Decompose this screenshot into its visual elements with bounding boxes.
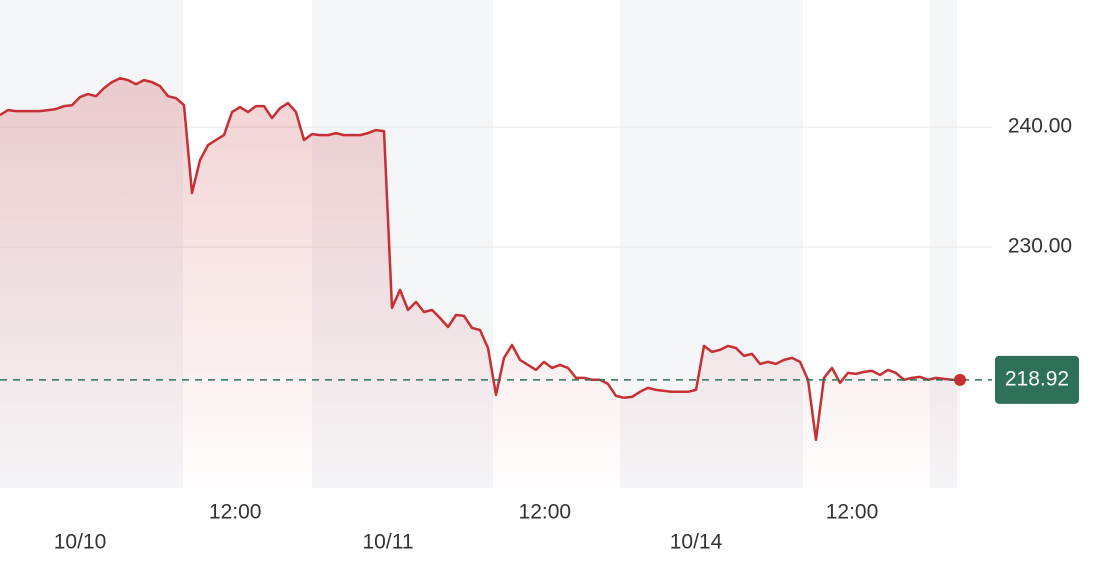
last-point xyxy=(954,373,966,386)
x-tick-label: 10/11 xyxy=(363,531,414,554)
last-price-label: 218.92 xyxy=(1005,367,1069,390)
x-tick-label: 12:00 xyxy=(209,501,262,524)
price-line xyxy=(0,76,960,442)
last-price-badge xyxy=(995,355,1079,404)
x-tick-label: 12:00 xyxy=(519,501,572,524)
x-tick-label: 12:00 xyxy=(826,501,879,524)
x-tick-label: 10/14 xyxy=(670,531,723,554)
y-tick-label: 230.00 xyxy=(1008,235,1072,258)
price-area xyxy=(0,78,960,488)
x-tick-label: 10/10 xyxy=(54,531,107,554)
y-tick-label: 240.00 xyxy=(1008,115,1072,138)
